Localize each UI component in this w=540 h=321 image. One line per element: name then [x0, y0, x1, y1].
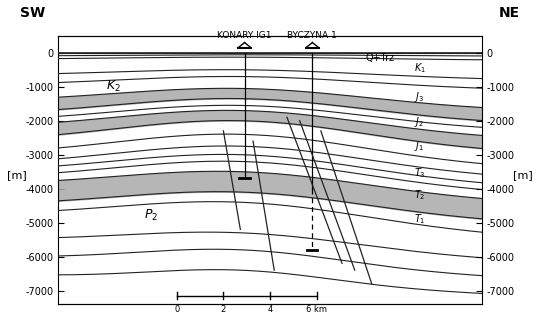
Text: $J_3$: $J_3$ — [414, 90, 424, 104]
Text: SW: SW — [20, 6, 45, 20]
Text: BYCZYNA 1: BYCZYNA 1 — [287, 31, 338, 40]
Y-axis label: [m]: [m] — [514, 170, 533, 180]
Text: 4: 4 — [267, 305, 273, 314]
Text: NE: NE — [499, 6, 520, 20]
Text: $J_1$: $J_1$ — [414, 139, 424, 153]
Text: $T_3$: $T_3$ — [414, 167, 426, 180]
Text: 2: 2 — [221, 305, 226, 314]
Text: $T_2$: $T_2$ — [414, 188, 426, 202]
Text: 6 km: 6 km — [306, 305, 327, 314]
Text: $J_2$: $J_2$ — [414, 115, 424, 129]
Text: $P_2$: $P_2$ — [144, 208, 158, 223]
Text: $T_1$: $T_1$ — [414, 212, 426, 226]
Text: KONARY IG1: KONARY IG1 — [217, 31, 272, 40]
Text: $K_2$: $K_2$ — [106, 79, 120, 94]
Text: $K_1$: $K_1$ — [414, 61, 426, 75]
Y-axis label: [m]: [m] — [7, 170, 26, 180]
Text: Q+Trz: Q+Trz — [366, 53, 395, 63]
Text: 0: 0 — [174, 305, 179, 314]
